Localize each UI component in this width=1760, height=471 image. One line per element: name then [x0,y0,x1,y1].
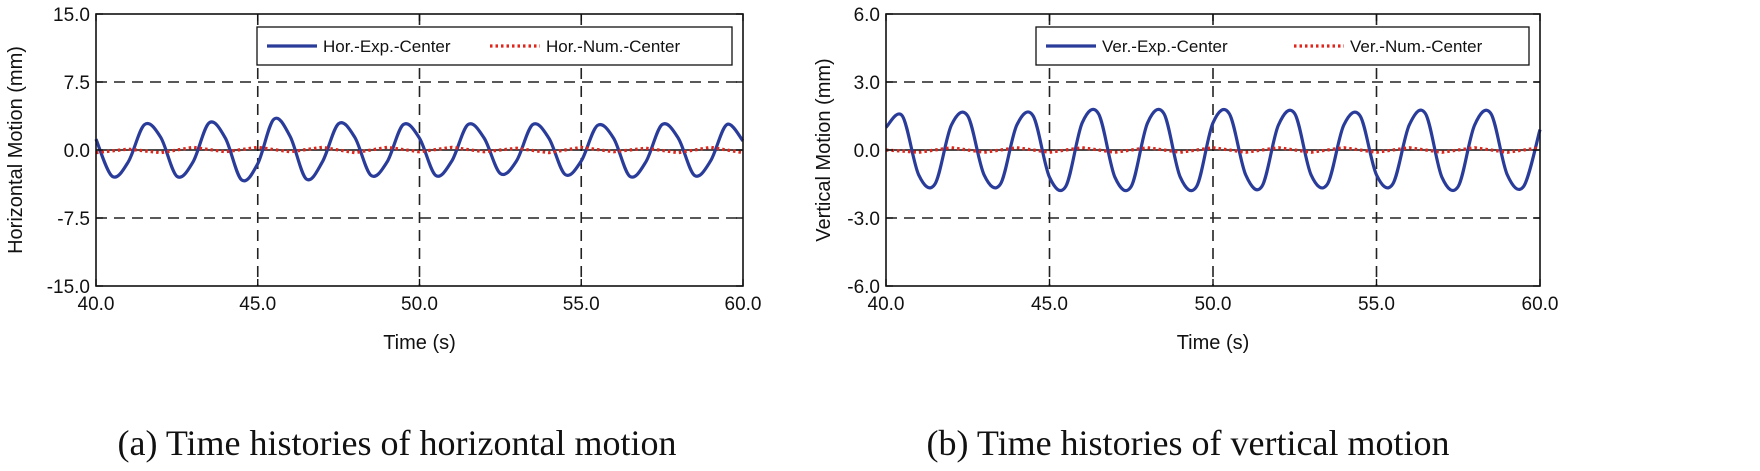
x-axis-label: Time (s) [383,332,456,354]
y-tick-label: -15.0 [47,277,90,298]
legend-label-numerical: Ver.-Num.-Center [1350,37,1483,56]
series-line-numerical [885,146,1541,154]
series-line-numerical [95,145,744,155]
x-tick-label: 40.0 [868,294,905,315]
y-axis-label: Horizontal Motion (mm) [5,46,27,254]
chart-caption: (a) Time histories of horizontal motion [118,423,677,463]
y-tick-label: -3.0 [847,209,880,230]
y-tick-label: 3.0 [854,73,880,94]
y-tick-label: -7.5 [57,209,90,230]
legend-label-experimental: Ver.-Exp.-Center [1102,37,1228,56]
legend-box [256,26,733,66]
x-tick-label: 55.0 [563,294,600,315]
y-tick-label: 15.0 [53,5,90,26]
legend-box [1035,26,1530,66]
chart-vertical-motion: 40.0 45.0 50.0 55.0 60.0 -6.0 -3.0 0.0 3.0 6.0 Tim… [813,5,1558,463]
y-tick-label: 6.0 [854,5,880,26]
x-tick-label: 60.0 [725,294,762,315]
x-tick-label: 50.0 [1195,294,1232,315]
series-line-experimental [94,116,745,183]
x-tick-label: 50.0 [401,294,438,315]
chart-caption: (b) Time histories of vertical motion [927,423,1450,463]
x-axis-label: Time (s) [1177,332,1250,354]
x-tick-label: 45.0 [239,294,276,315]
x-tick-label: 40.0 [78,294,115,315]
chart-horizontal-motion: 40.0 45.0 50.0 55.0 60.0 -15.0 -7.5 0.0 7.5 15.0 T… [5,5,761,463]
x-tick-label: 45.0 [1031,294,1068,315]
x-tick-label: 60.0 [1522,294,1559,315]
legend-label-experimental: Hor.-Exp.-Center [323,37,451,56]
x-tick-label: 55.0 [1358,294,1395,315]
y-tick-label: -6.0 [847,277,880,298]
y-tick-label: 0.0 [854,141,880,162]
y-tick-label: 7.5 [64,73,90,94]
legend-label-numerical: Hor.-Num.-Center [546,37,680,56]
y-tick-label: 0.0 [64,141,90,162]
y-axis-label: Vertical Motion (mm) [813,58,835,241]
series-line-experimental [884,107,1542,193]
